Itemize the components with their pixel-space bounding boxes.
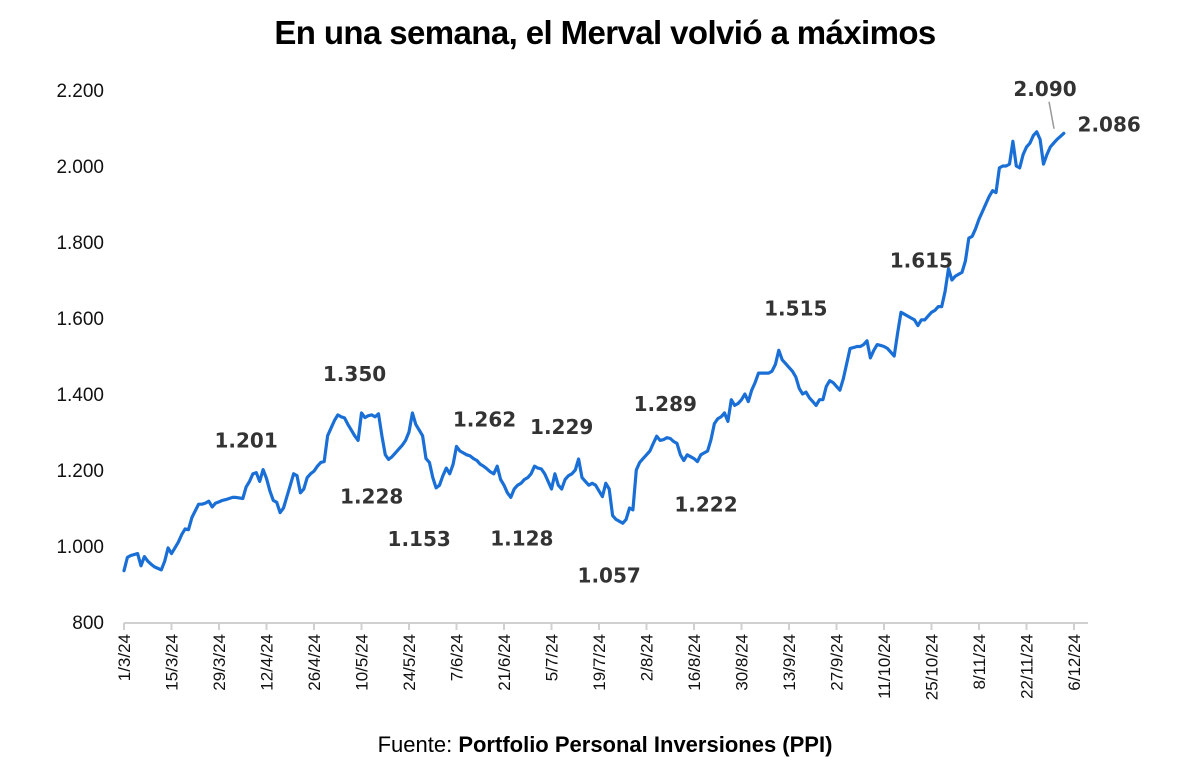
data-label: 1.057 <box>578 563 641 587</box>
y-axis: 800 1.000 1.200 1.400 1.600 1.800 2.000 2.200 <box>56 81 104 634</box>
y-tick-label: 1.400 <box>56 385 104 406</box>
series-line-merval <box>122 130 1066 573</box>
data-label: 1.350 <box>323 362 386 386</box>
x-tick-label: 24/5/24 <box>400 634 419 691</box>
x-tick-label: 29/3/24 <box>210 634 229 691</box>
data-label: 2.090 <box>1013 77 1076 101</box>
x-tick-label: 12/4/24 <box>258 634 277 691</box>
data-label: 1.153 <box>388 527 451 551</box>
series <box>122 130 1066 573</box>
y-tick-label: 1.800 <box>56 233 104 254</box>
x-tick-label: 15/3/24 <box>163 634 182 691</box>
data-labels: 1.201 1.350 1.228 1.262 1.153 1.128 1.229 1.057… <box>215 77 1141 588</box>
x-tick-label: 19/7/24 <box>590 634 609 691</box>
x-axis: 1/3/24 15/3/24 29/3/24 12/4/24 26/4/24 10/5/2… <box>115 622 1088 700</box>
y-tick-label: 1.600 <box>56 309 104 330</box>
x-tick-label: 2/8/24 <box>638 634 657 681</box>
x-tick-label: 16/8/24 <box>685 634 704 691</box>
y-tick-label: 2.000 <box>56 157 104 178</box>
y-tick-label: 1.000 <box>56 537 104 558</box>
x-tick-label: 22/11/24 <box>1018 634 1037 699</box>
y-tick-label: 2.200 <box>56 81 104 102</box>
data-label: 1.515 <box>764 296 827 320</box>
x-tick-label: 8/11/24 <box>970 634 989 689</box>
data-label: 1.615 <box>890 248 953 272</box>
y-tick-label: 800 <box>72 613 104 634</box>
label-leader-line <box>1048 101 1055 129</box>
source-line: Fuente: Portfolio Personal Inversiones (… <box>0 732 1200 758</box>
x-tick-label: 10/5/24 <box>353 634 372 691</box>
data-label: 1.128 <box>490 526 553 550</box>
x-tick-label: 7/6/24 <box>448 634 467 681</box>
x-tick-label: 13/9/24 <box>780 634 799 691</box>
x-tick-label: 25/10/24 <box>923 634 942 700</box>
x-tick-label: 27/9/24 <box>828 634 847 691</box>
data-label: 1.228 <box>340 484 403 508</box>
data-label: 2.086 <box>1078 112 1141 136</box>
x-tick-label: 26/4/24 <box>305 634 324 691</box>
source-prefix: Fuente: <box>377 732 459 757</box>
data-label: 1.201 <box>215 429 278 453</box>
x-tick-label: 11/10/24 <box>875 634 894 699</box>
data-label: 1.229 <box>530 415 593 439</box>
data-label: 1.289 <box>634 392 697 416</box>
data-label: 1.262 <box>453 407 516 431</box>
source-name: Portfolio Personal Inversiones (PPI) <box>458 732 833 757</box>
x-tick-label: 5/7/24 <box>543 634 562 681</box>
chart-title: En una semana, el Merval volvió a máximo… <box>274 14 936 51</box>
data-label: 1.222 <box>674 493 737 517</box>
x-tick-label: 1/3/24 <box>115 634 134 681</box>
y-tick-label: 1.200 <box>56 461 104 482</box>
x-tick-label: 30/8/24 <box>733 634 752 691</box>
x-tick-label: 6/12/24 <box>1065 634 1084 691</box>
x-tick-label: 21/6/24 <box>495 634 514 691</box>
